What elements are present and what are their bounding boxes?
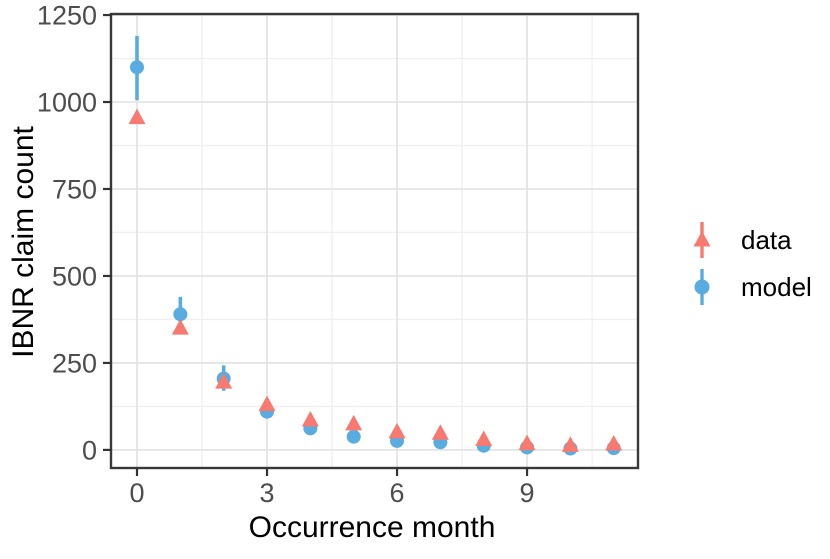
x-tick-label: 0 [129,478,144,508]
legend-item-data: data [693,222,792,258]
data-point-triangle [258,395,276,412]
y-tick-label: 1250 [37,1,97,31]
x-tick-label: 9 [520,478,535,508]
panel-border-rect [109,12,640,470]
legend-label-data: data [741,225,792,255]
data-point-triangle [215,373,233,389]
model-point-circle [173,307,188,322]
y-axis-title: IBNR claim count [7,125,40,357]
y-tick-label: 500 [52,261,97,291]
data-point-triangle [561,436,579,452]
data-point-triangle [171,319,189,335]
axes: 0 250 500 750 1000 1250 0 3 6 9 [37,1,535,508]
data-point-triangle [475,430,493,446]
panel-border [109,12,640,470]
y-tick-label: 1000 [37,88,97,118]
gridlines [111,14,638,468]
plot-panel [111,14,638,468]
x-tick-label: 3 [260,478,275,508]
model-point-circle [130,60,145,75]
model-point-circle [346,429,361,444]
data-point-triangle [388,422,406,439]
y-tick-label: 0 [82,435,97,465]
panel-background [111,14,638,468]
data-point-triangle [518,434,536,451]
x-axis-title: Occurrence month [249,511,496,544]
legend: data model [693,222,812,305]
data-series [128,35,623,456]
data-point-triangle [605,434,623,451]
y-tick-label: 750 [52,174,97,204]
data-point-triangle [128,108,146,125]
model-circle-key-icon [694,279,710,295]
data-triangle-key-icon [693,231,711,247]
y-tick-label: 250 [52,348,97,378]
legend-label-model: model [741,272,812,302]
data-point-triangle [345,414,363,431]
data-point-triangle [301,410,319,427]
x-tick-label: 6 [390,478,405,508]
data-point-triangle [431,424,449,440]
legend-item-model: model [694,269,812,305]
